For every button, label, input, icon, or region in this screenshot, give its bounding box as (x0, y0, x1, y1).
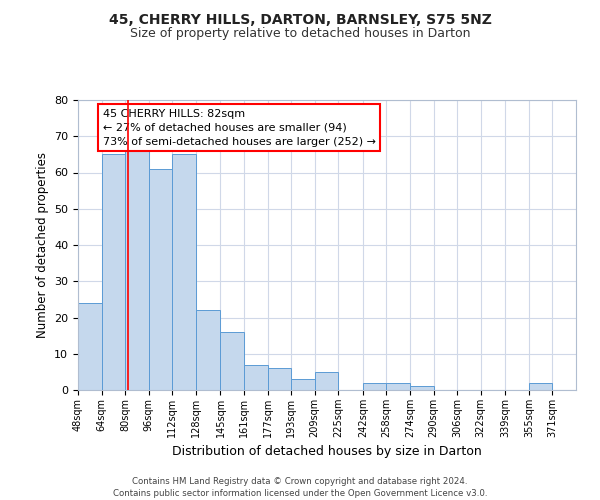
X-axis label: Distribution of detached houses by size in Darton: Distribution of detached houses by size … (172, 446, 482, 458)
Bar (196, 310, 220, 390)
Bar (386, 383, 410, 390)
Y-axis label: Number of detached properties: Number of detached properties (35, 152, 49, 338)
Bar (410, 386, 434, 390)
Bar (363, 383, 386, 390)
Bar (172, 154, 196, 390)
Bar (244, 364, 268, 390)
Bar (314, 372, 338, 390)
Bar (291, 379, 314, 390)
Bar (149, 169, 172, 390)
Text: 45 CHERRY HILLS: 82sqm
← 27% of detached houses are smaller (94)
73% of semi-det: 45 CHERRY HILLS: 82sqm ← 27% of detached… (103, 108, 376, 146)
Text: Size of property relative to detached houses in Darton: Size of property relative to detached ho… (130, 28, 470, 40)
Bar (529, 383, 553, 390)
Text: Contains HM Land Registry data © Crown copyright and database right 2024.
Contai: Contains HM Land Registry data © Crown c… (113, 476, 487, 498)
Text: 45, CHERRY HILLS, DARTON, BARNSLEY, S75 5NZ: 45, CHERRY HILLS, DARTON, BARNSLEY, S75 … (109, 12, 491, 26)
Bar (125, 144, 149, 390)
Bar (101, 154, 125, 390)
Bar (268, 368, 291, 390)
Bar (220, 332, 244, 390)
Bar (78, 303, 101, 390)
